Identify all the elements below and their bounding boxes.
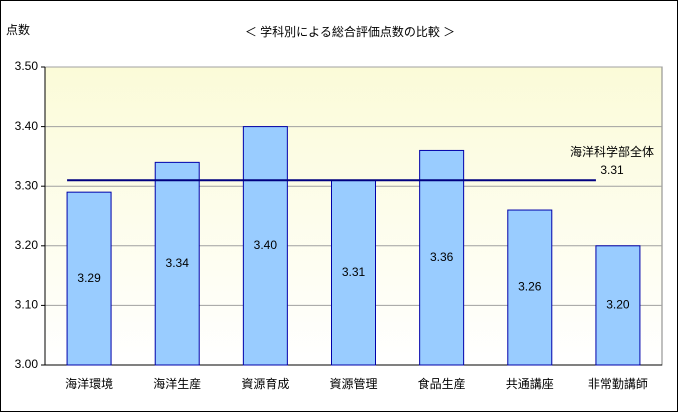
bar — [242, 126, 288, 366]
value-label: 3.20 — [606, 298, 630, 312]
y-tick-label: 3.00 — [15, 357, 39, 371]
value-label: 3.36 — [430, 250, 454, 264]
chart-title: ＜ 学科別による総合評価点数の比較 ＞ — [245, 24, 455, 39]
x-tick-label: 共通講座 — [506, 376, 554, 391]
x-tick-label: 食品生産 — [418, 376, 466, 391]
bar — [419, 149, 465, 366]
y-tick-label: 3.20 — [15, 238, 39, 252]
value-label: 3.26 — [518, 280, 542, 294]
bar — [331, 179, 376, 366]
bar — [154, 161, 200, 366]
bar — [507, 209, 553, 366]
value-label: 3.40 — [254, 238, 278, 252]
y-axis-label: 点数 — [6, 22, 30, 37]
x-tick-label: 海洋環境 — [65, 376, 113, 391]
bar — [595, 245, 641, 366]
y-tick-label: 3.40 — [15, 119, 39, 133]
x-tick-label: 資源育成 — [241, 376, 289, 391]
value-label: 3.29 — [77, 271, 101, 285]
reference-name: 海洋科学部全体 — [570, 144, 654, 159]
reference-label: 3.31 — [600, 163, 624, 177]
y-tick-label: 3.50 — [15, 59, 39, 73]
x-tick-label: 海洋生産 — [153, 376, 201, 391]
bar — [66, 191, 112, 366]
x-tick-label: 資源管理 — [329, 376, 377, 391]
value-label: 3.34 — [166, 256, 190, 270]
y-tick-label: 3.10 — [15, 298, 39, 312]
y-tick-label: 3.30 — [15, 178, 39, 192]
x-tick-label: 非常勤講師 — [588, 376, 648, 391]
value-label: 3.31 — [342, 265, 366, 279]
